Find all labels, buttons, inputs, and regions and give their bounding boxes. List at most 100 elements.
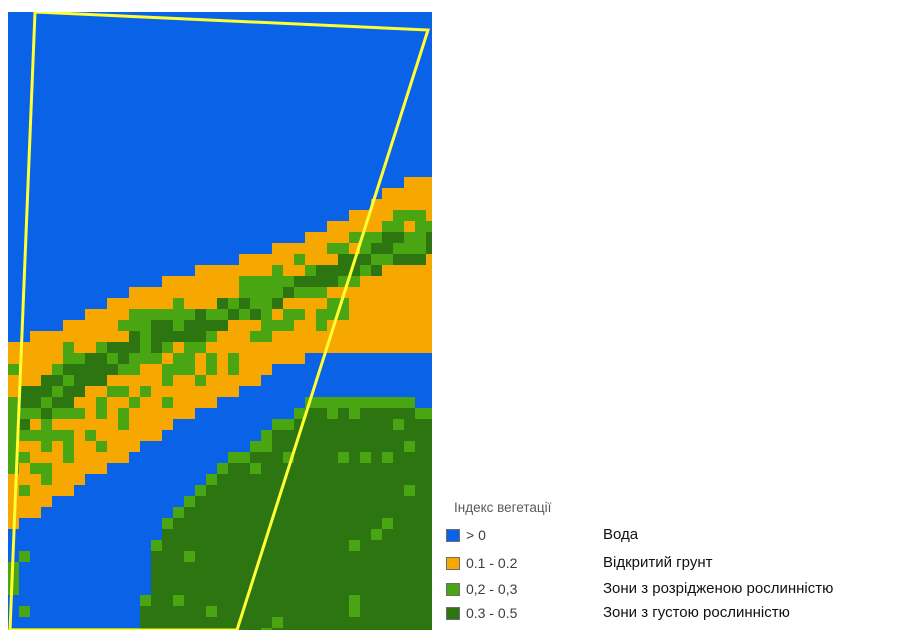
raster-cell: [415, 474, 427, 486]
raster-cell: [118, 232, 130, 244]
raster-cell: [184, 397, 196, 409]
raster-cell: [316, 254, 328, 266]
raster-cell: [52, 199, 64, 211]
raster-cell: [63, 265, 75, 277]
raster-cell: [360, 100, 372, 112]
raster-cell: [85, 386, 97, 398]
raster-cell: [239, 441, 251, 453]
raster-cell: [283, 298, 295, 310]
raster-cell: [173, 551, 185, 563]
raster-cell: [140, 144, 152, 156]
raster-cell: [19, 441, 31, 453]
raster-cell: [360, 276, 372, 288]
raster-cell: [415, 276, 427, 288]
raster-cell: [96, 474, 108, 486]
raster-cell: [173, 309, 185, 321]
raster-cell: [85, 518, 97, 530]
raster-cell: [305, 254, 317, 266]
raster-cell: [129, 221, 141, 233]
raster-cell: [162, 463, 174, 475]
raster-cell: [74, 89, 86, 101]
raster-cell: [63, 45, 75, 57]
raster-cell: [162, 353, 174, 365]
raster-cell: [184, 265, 196, 277]
raster-cell: [272, 34, 284, 46]
raster-cell: [371, 100, 383, 112]
raster-cell: [52, 221, 64, 233]
raster-cell: [195, 430, 207, 442]
raster-cell: [360, 507, 372, 519]
raster-cell: [382, 573, 394, 585]
raster-cell: [250, 518, 262, 530]
raster-cell: [239, 265, 251, 277]
raster-cell: [8, 474, 20, 486]
raster-cell: [404, 320, 416, 332]
raster-cell: [118, 408, 130, 420]
raster-cell: [63, 485, 75, 497]
raster-cell: [382, 144, 394, 156]
raster-cell: [415, 298, 427, 310]
raster-cell: [8, 122, 20, 134]
raster-cell: [404, 584, 416, 596]
raster-cell: [360, 430, 372, 442]
raster-cell: [382, 320, 394, 332]
raster-cell: [151, 452, 163, 464]
raster-cell: [239, 474, 251, 486]
raster-cell: [217, 232, 229, 244]
raster-cell: [371, 551, 383, 563]
raster-cell: [184, 353, 196, 365]
raster-cell: [250, 254, 262, 266]
raster-cell: [294, 122, 306, 134]
raster-cell: [140, 562, 152, 574]
raster-cell: [338, 342, 350, 354]
raster-cell: [305, 122, 317, 134]
raster-cell: [206, 78, 218, 90]
raster-cell: [118, 364, 130, 376]
raster-cell: [217, 540, 229, 552]
legend-label: Зони з густою рослинністю: [603, 604, 790, 621]
raster-cell: [52, 111, 64, 123]
raster-cell: [195, 386, 207, 398]
raster-cell: [360, 584, 372, 596]
raster-cell: [250, 243, 262, 255]
raster-cell: [283, 331, 295, 343]
raster-cell: [261, 100, 273, 112]
raster-cell: [19, 331, 31, 343]
raster-cell: [272, 177, 284, 189]
raster-cell: [393, 485, 405, 497]
raster-cell: [415, 177, 427, 189]
raster-cell: [382, 177, 394, 189]
raster-cell: [162, 298, 174, 310]
study-area-boundary: [8, 12, 431, 630]
raster-cell: [327, 628, 339, 630]
raster-cell: [107, 485, 119, 497]
raster-cell: [250, 232, 262, 244]
raster-cell: [74, 441, 86, 453]
raster-cell: [85, 177, 97, 189]
raster-cell: [107, 177, 119, 189]
raster-cell: [206, 265, 218, 277]
raster-cell: [52, 496, 64, 508]
raster-cell: [371, 276, 383, 288]
raster-cell: [41, 573, 53, 585]
raster-cell: [52, 100, 64, 112]
raster-cell: [338, 595, 350, 607]
raster-cell: [338, 474, 350, 486]
raster-cell: [316, 133, 328, 145]
raster-cell: [85, 463, 97, 475]
raster-cell: [74, 595, 86, 607]
raster-cell: [129, 606, 141, 618]
raster-cell: [96, 551, 108, 563]
raster-cell: [41, 111, 53, 123]
raster-cell: [162, 67, 174, 79]
raster-cell: [338, 199, 350, 211]
raster-cell: [173, 463, 185, 475]
raster-cell: [316, 12, 328, 24]
raster-cell: [393, 298, 405, 310]
raster-cell: [162, 551, 174, 563]
raster-cell: [195, 551, 207, 563]
raster-cell: [349, 144, 361, 156]
raster-cell: [74, 133, 86, 145]
raster-cell: [140, 221, 152, 233]
raster-cell: [228, 155, 240, 167]
